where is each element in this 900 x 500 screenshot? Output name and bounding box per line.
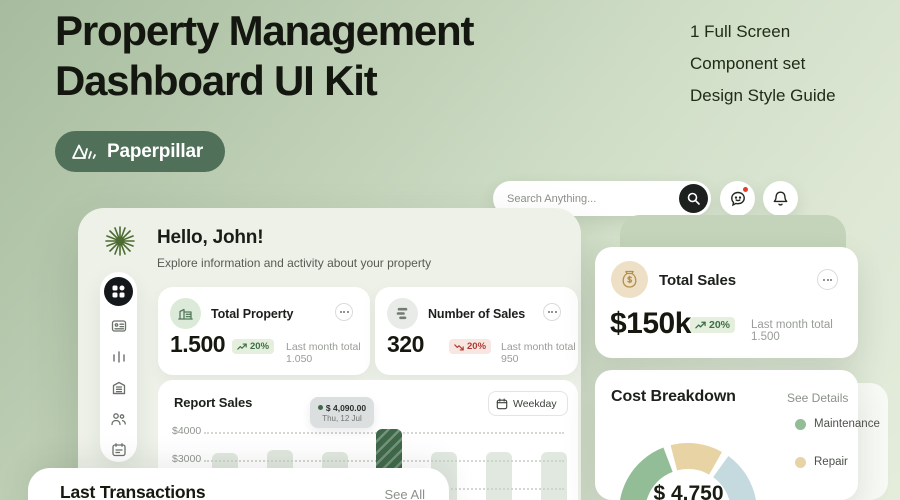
building-icon xyxy=(170,298,201,329)
brand-name: Paperpillar xyxy=(107,140,204,162)
hero-meta-list: 1 Full Screen Component set Design Style… xyxy=(690,16,836,112)
sidebar-item-analytics[interactable] xyxy=(110,348,127,365)
donut-chart xyxy=(608,432,768,500)
stat-card-total-property: Total Property 1.500 20% Last month tota… xyxy=(158,287,370,375)
donut-total: $ 4.750 xyxy=(653,482,724,500)
more-options-button[interactable] xyxy=(817,269,838,290)
trend-badge: 20% xyxy=(690,317,736,333)
notification-dot xyxy=(742,186,749,193)
trend-up-icon xyxy=(695,321,706,328)
last-transactions-card: Last Transactions See All xyxy=(28,468,449,500)
chat-icon xyxy=(729,190,747,208)
greeting-title: Hello, John! xyxy=(157,227,264,248)
chart-title: Report Sales xyxy=(174,395,253,410)
more-options-button[interactable] xyxy=(543,303,561,321)
calendar-icon xyxy=(496,397,508,410)
legend-item: Maintenance xyxy=(795,418,880,430)
dashboard-card: Hello, John! Explore information and act… xyxy=(78,208,581,500)
meta-item: Component set xyxy=(690,54,806,73)
legend-dot xyxy=(795,418,806,430)
y-axis-tick: $3000 xyxy=(172,453,202,465)
sidebar-item-schedule[interactable] xyxy=(110,441,127,458)
stat-value: 320 xyxy=(387,331,424,357)
stat-note: Last month total 1.500 xyxy=(751,319,833,343)
stat-note: Last month total 1.050 xyxy=(286,341,361,365)
stat-note: Last month total 950 xyxy=(501,341,576,365)
weekday-dropdown[interactable]: Weekday xyxy=(488,391,568,416)
legend-item: Repair xyxy=(795,456,880,468)
meta-item: 1 Full Screen xyxy=(690,22,791,41)
legend-dot xyxy=(795,456,806,468)
more-options-button[interactable] xyxy=(335,303,353,321)
chart-tooltip: $ 4,090.00 Thu, 12 Jul xyxy=(310,397,374,428)
grid-icon xyxy=(112,285,125,298)
trend-up-icon xyxy=(237,343,247,350)
chart-title: Cost Breakdown xyxy=(611,388,736,405)
trend-badge: 20% xyxy=(232,339,275,354)
section-title: Last Transactions xyxy=(60,482,206,500)
paperpillar-logo-icon xyxy=(71,142,97,162)
meta-item: Design Style Guide xyxy=(690,86,836,105)
page-title: Property Management Dashboard UI Kit xyxy=(55,7,475,104)
stat-title: Total Property xyxy=(211,307,294,321)
notifications-button[interactable] xyxy=(763,181,798,216)
trend-badge: 20% xyxy=(449,339,492,354)
stat-title: Number of Sales xyxy=(428,307,526,321)
greeting-subtitle: Explore information and activity about y… xyxy=(157,256,432,270)
stat-value: 1.500 xyxy=(170,331,226,357)
bell-icon xyxy=(772,190,789,208)
sidebar-item-cards[interactable] xyxy=(110,317,127,334)
search-button[interactable] xyxy=(679,184,708,213)
tooltip-dot xyxy=(317,405,323,410)
bar-Sun[interactable] xyxy=(540,451,567,500)
y-axis-tick: $4000 xyxy=(172,425,202,437)
sliders-icon xyxy=(387,298,418,329)
chart-legend: Maintenance Repair xyxy=(795,418,880,468)
bar-Sat[interactable] xyxy=(486,451,512,500)
stat-card-number-of-sales: Number of Sales 320 20% Last month total… xyxy=(375,287,578,375)
sidebar xyxy=(100,272,137,462)
see-all-link[interactable]: See All xyxy=(384,487,425,500)
sidebar-item-dashboard[interactable] xyxy=(104,277,133,306)
sidebar-item-property[interactable] xyxy=(110,379,127,396)
brand-badge: Paperpillar xyxy=(55,131,226,172)
search-input[interactable] xyxy=(507,192,679,205)
search-icon xyxy=(687,192,700,205)
trend-down-icon xyxy=(454,343,464,350)
total-sales-card: Total Sales $150k 20% Last month total 1… xyxy=(595,247,858,358)
stat-title: Total Sales xyxy=(659,272,736,289)
messages-button[interactable] xyxy=(720,181,755,216)
see-details-link[interactable]: See Details xyxy=(787,391,849,405)
stat-value: $150k xyxy=(610,307,691,340)
cost-breakdown-card: Cost Breakdown See Details $ 4.750 Maint… xyxy=(595,370,880,500)
starburst-icon xyxy=(104,225,136,257)
money-bag-icon xyxy=(611,261,648,298)
sidebar-item-tenants[interactable] xyxy=(110,410,127,427)
